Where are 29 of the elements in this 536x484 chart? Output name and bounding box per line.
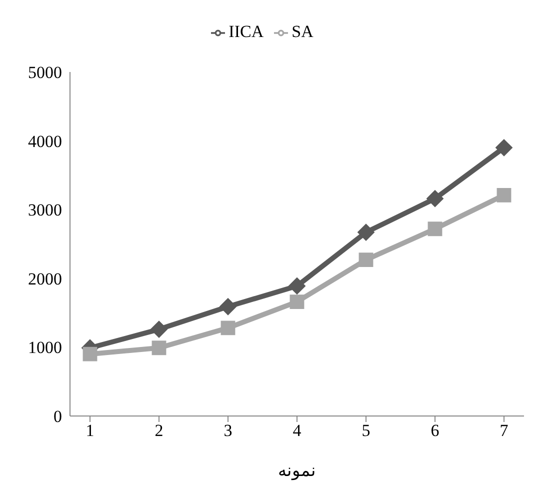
legend-label: SA bbox=[292, 22, 314, 41]
point bbox=[220, 298, 236, 316]
y-tick-label: 3000 bbox=[28, 200, 62, 220]
x-tick-label: 1 bbox=[86, 421, 94, 440]
point bbox=[288, 277, 306, 294]
point bbox=[82, 346, 98, 362]
x-tick-label: 6 bbox=[430, 421, 440, 440]
point bbox=[290, 294, 304, 309]
x-tick-label: 7 bbox=[500, 421, 509, 440]
point bbox=[428, 222, 442, 236]
x-tick-label: 4 bbox=[292, 421, 302, 440]
point bbox=[152, 340, 166, 356]
point bbox=[496, 188, 512, 202]
x-tick-label: 3 bbox=[224, 421, 232, 440]
y-tick-label: 4000 bbox=[28, 132, 62, 151]
x-tick-label: 5 bbox=[362, 421, 370, 440]
point bbox=[496, 139, 512, 156]
x-axis-title: نمونه bbox=[278, 461, 316, 481]
legend-label: IICA bbox=[228, 22, 264, 41]
y-tick-label: 5000 bbox=[28, 63, 62, 82]
y-tick-label: 1000 bbox=[28, 338, 62, 358]
point bbox=[358, 252, 374, 268]
y-tick-label: 2000 bbox=[28, 269, 62, 288]
point bbox=[358, 224, 374, 241]
point bbox=[150, 320, 168, 338]
point bbox=[426, 190, 444, 208]
x-tick-label: 2 bbox=[154, 421, 164, 440]
point bbox=[220, 320, 236, 336]
y-tick-label: 0 bbox=[54, 407, 62, 426]
